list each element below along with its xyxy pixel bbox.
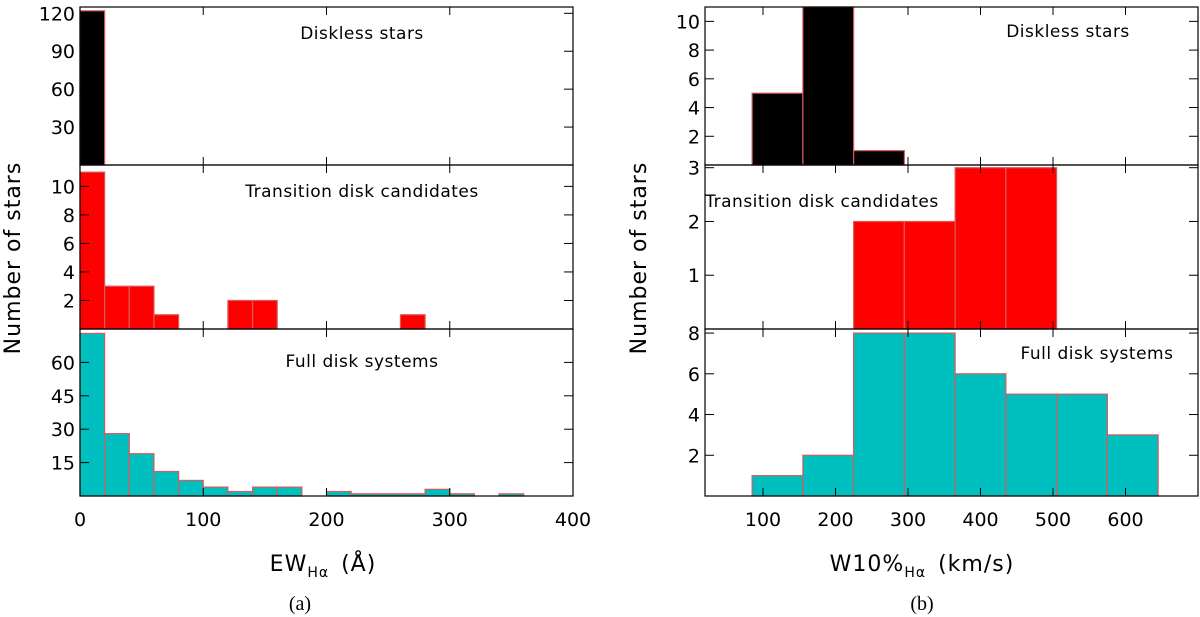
x-axis-label-a: EWHα (Å) (270, 550, 377, 581)
xtick-label-b-4: 500 (1035, 509, 1071, 531)
ytick-label-b-2-0: 2 (688, 445, 700, 467)
bar-a-1-5 (251, 299, 278, 330)
bar-a-2-6 (227, 490, 254, 497)
bar-a-1-2 (128, 285, 155, 330)
caption-b: (b) (910, 593, 933, 615)
x-axis-label-b-sub: Hα (904, 565, 926, 581)
bar-b-2-4 (954, 373, 1007, 497)
ytick-label-b-1-2: 3 (688, 158, 700, 180)
x-axis-label-b-main: W10% (830, 552, 905, 577)
xtick-label-a-2: 200 (308, 509, 344, 531)
y-axis-label-a: Number of stars (1, 162, 26, 355)
ytick-label-a-0-3: 120 (39, 3, 75, 25)
bar-b-0-1 (802, 6, 855, 166)
ytick-label-a-1-4: 10 (51, 176, 75, 198)
bar-a-1-4 (227, 299, 254, 330)
ytick-label-a-0-1: 60 (51, 79, 75, 101)
bar-b-2-5 (1005, 393, 1058, 497)
ytick-label-a-1-3: 8 (63, 205, 75, 227)
x-axis-label-a-sub: Hα (307, 565, 329, 581)
bar-b-2-1 (802, 454, 855, 497)
bar-a-1-6 (399, 314, 426, 330)
ytick-label-b-0-3: 8 (688, 40, 700, 62)
x-axis-label-b: W10%Hα (km/s) (830, 552, 1015, 581)
bar-b-2-0 (751, 475, 804, 497)
bar-b-1-1 (903, 220, 956, 330)
bar-b-2-6 (1056, 393, 1108, 497)
bar-a-2-5 (202, 486, 229, 497)
ytick-label-b-2-2: 6 (688, 364, 700, 386)
ytick-label-a-2-0: 15 (51, 453, 75, 475)
row-title-b-1: Transition disk candidates (704, 192, 938, 212)
bar-b-1-0 (853, 220, 905, 330)
xtick-label-b-1: 200 (817, 509, 853, 531)
ytick-label-b-1-1: 2 (688, 211, 700, 233)
bar-b-2-3 (903, 332, 956, 497)
bar-a-2-14 (424, 488, 451, 497)
xtick-label-b-5: 600 (1107, 509, 1143, 531)
row-title-b-0: Diskless stars (1006, 22, 1130, 42)
bar-a-2-0 (79, 332, 106, 497)
plot-frame-b-2 (704, 328, 1199, 497)
xtick-label-b-3: 400 (962, 509, 998, 531)
bar-a-1-1 (104, 285, 130, 330)
xtick-label-b-0: 100 (745, 509, 781, 531)
bar-b-0-0 (751, 92, 804, 166)
ytick-label-b-1-0: 1 (688, 265, 700, 287)
ytick-label-a-0-2: 90 (51, 41, 75, 63)
ytick-label-b-0-0: 2 (688, 126, 700, 148)
bar-a-0-0 (79, 10, 106, 166)
xtick-label-a-0: 0 (74, 509, 86, 531)
ytick-label-a-1-0: 2 (63, 290, 75, 312)
y-axis-label-b: Number of stars (627, 162, 652, 355)
x-axis-label-a-unit: (Å) (341, 550, 376, 577)
bar-a-2-8 (276, 486, 303, 497)
row-title-a-0: Diskless stars (300, 24, 424, 44)
bar-b-1-3 (1005, 167, 1058, 330)
row-title-b-2: Full disk systems (1021, 344, 1174, 364)
xtick-label-a-1: 100 (185, 509, 221, 531)
bar-a-1-0 (79, 171, 106, 330)
xtick-label-b-2: 300 (890, 509, 926, 531)
bar-a-2-4 (178, 479, 204, 497)
panel-a: 30 60 90 120 Diskless stars 2 4 6 8 10 Transition … (39, 3, 591, 531)
ytick-label-b-0-4: 10 (676, 11, 700, 33)
x-axis-label-b-unit: (km/s) (938, 552, 1014, 577)
caption-a: (a) (289, 593, 311, 615)
row-title-a-1: Transition disk candidates (244, 182, 478, 202)
bar-a-2-1 (104, 433, 130, 497)
bar-b-0-2 (853, 150, 905, 166)
bar-a-1-3 (153, 314, 180, 330)
xtick-label-a-3: 300 (432, 509, 468, 531)
bar-b-2-2 (853, 332, 905, 497)
row-title-a-2: Full disk systems (286, 352, 439, 372)
ytick-label-b-0-2: 6 (688, 69, 700, 91)
bar-a-2-7 (251, 486, 278, 497)
ytick-label-a-2-1: 30 (51, 419, 75, 441)
ytick-label-a-0-0: 30 (51, 117, 75, 139)
ytick-label-b-0-1: 4 (688, 98, 700, 120)
xtick-label-a-4: 400 (555, 509, 591, 531)
ytick-label-b-2-1: 4 (688, 405, 700, 427)
ytick-label-b-2-3: 8 (688, 323, 700, 345)
x-axis-label-a-main: EW (270, 552, 308, 577)
bar-b-1-2 (954, 167, 1007, 330)
ytick-label-a-1-1: 4 (63, 262, 75, 284)
bar-a-2-2 (128, 453, 155, 497)
ytick-label-a-2-3: 60 (51, 352, 75, 374)
bar-a-2-3 (153, 470, 180, 497)
bar-b-2-7 (1106, 434, 1159, 497)
ytick-label-a-2-2: 45 (51, 386, 75, 408)
bar-a-2-10 (325, 490, 352, 497)
ytick-label-a-1-2: 6 (63, 233, 75, 255)
